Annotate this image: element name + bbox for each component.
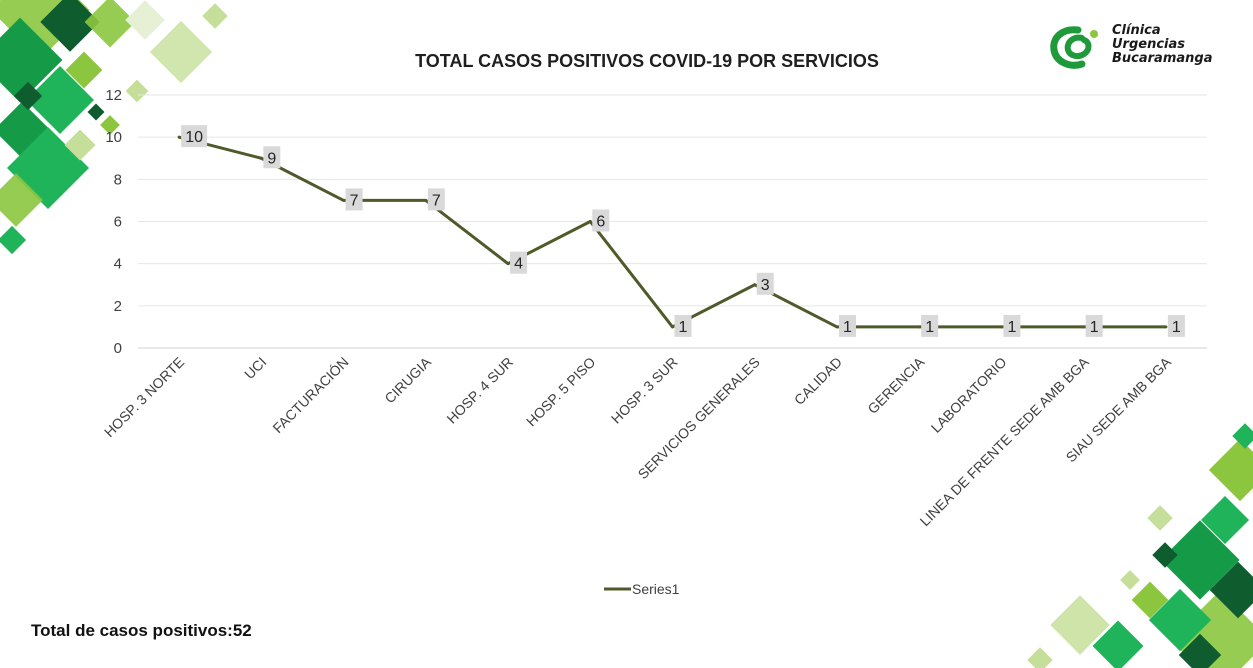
deco-diamond: [13, 81, 43, 111]
data-label: 7: [432, 192, 441, 209]
x-tick-label: FACTURACIÓN: [269, 354, 351, 436]
data-point: [259, 156, 263, 160]
x-tick-label: GERENCIA: [864, 353, 927, 416]
logo-mark-icon: [1050, 26, 1098, 69]
data-label: 3: [761, 277, 770, 294]
deco-diamond: [1209, 561, 1253, 619]
data-point: [342, 198, 346, 202]
data-point: [1082, 325, 1086, 329]
deco-diamond: [84, 0, 136, 48]
data-label-box: [181, 125, 208, 148]
data-label-box: [1003, 314, 1021, 337]
data-point: [917, 325, 921, 329]
y-tick-label: 4: [114, 256, 122, 273]
x-axis-categories: HOSP. 3 NORTE UCI FACTURACIÓN CIRUGIA HOSP. …: [101, 353, 1175, 529]
x-tick-label: HOSP. 5 PISO: [523, 354, 599, 430]
x-tick-label: CALIDAD: [791, 354, 845, 408]
data-point: [1164, 325, 1168, 329]
deco-diamond: [1178, 633, 1222, 668]
data-point: [177, 135, 181, 139]
data-point: [835, 325, 839, 329]
data-point: [506, 262, 510, 266]
x-tick-label: UCI: [241, 354, 269, 382]
data-label-box: [674, 314, 692, 337]
deco-diamond: [125, 79, 149, 103]
chart-grid: [138, 94, 1207, 349]
data-point: [424, 198, 428, 202]
logo-line-2: Urgencias: [1112, 37, 1186, 52]
data-label-box: [592, 209, 610, 232]
data-label-box: [345, 188, 363, 211]
y-tick-label: 6: [114, 214, 122, 231]
y-tick-label: 10: [105, 129, 122, 146]
data-label: 1: [679, 319, 688, 336]
total-positive-cases: Total de casos positivos:52: [31, 621, 252, 640]
chart-legend: Series1: [604, 581, 680, 597]
deco-diamond: [1160, 520, 1240, 600]
data-label: 4: [514, 256, 523, 273]
deco-diamond: [65, 51, 103, 89]
y-tick-label: 0: [114, 340, 122, 357]
data-label: 9: [267, 150, 276, 167]
deco-diamond: [1050, 595, 1110, 655]
x-tick-label: CIRUGIA: [381, 353, 434, 406]
x-tick-label: HOSP. 3 NORTE: [101, 354, 187, 440]
data-label-box: [756, 272, 774, 295]
deco-diamond: [1120, 570, 1140, 590]
logo-line-1: Clínica: [1112, 23, 1161, 38]
deco-diamond: [125, 0, 165, 40]
deco-diamond: [100, 115, 120, 135]
data-label: 1: [1007, 319, 1016, 336]
chart-title: TOTAL CASOS POSITIVOS COVID-19 POR SERVI…: [415, 51, 879, 71]
y-axis-ticks: 0 2 4 6 8 10 12: [105, 87, 122, 357]
deco-diamond: [1092, 620, 1144, 668]
deco-diamond: [64, 129, 96, 161]
data-label-box: [921, 314, 939, 337]
data-label-box: [427, 188, 445, 211]
data-label: 6: [596, 214, 605, 231]
deco-diamond: [87, 103, 105, 121]
data-point: [999, 325, 1003, 329]
clinic-logo: Clínica Urgencias Bucaramanga: [1040, 20, 1240, 80]
deco-diamond: [1131, 581, 1169, 619]
data-label: 1: [1090, 319, 1099, 336]
data-label: 1: [925, 319, 934, 336]
y-tick-label: 12: [105, 87, 122, 104]
data-label-box: [1085, 314, 1103, 337]
data-label-box: [510, 251, 528, 274]
data-label: 1: [1172, 319, 1181, 336]
y-tick-label: 2: [114, 298, 122, 315]
deco-diamond: [0, 173, 43, 227]
data-label-box: [263, 146, 281, 169]
logo-line-3: Bucaramanga: [1112, 51, 1213, 66]
series-line: [178, 135, 1166, 329]
data-point: [753, 283, 757, 287]
decoration-top-left: [0, 0, 228, 255]
data-point: [588, 220, 592, 223]
deco-diamond: [1148, 588, 1212, 652]
data-label-box: [838, 314, 856, 337]
legend-label: Series1: [632, 581, 680, 597]
x-tick-label: LABORATORIO: [928, 354, 1010, 436]
data-label: 7: [350, 192, 359, 209]
y-tick-label: 8: [114, 171, 122, 188]
x-tick-label: HOSP. 3 SUR: [608, 354, 681, 427]
x-tick-label: LINEA DE FRENTE SEDE AMB BGA: [917, 353, 1093, 529]
data-labels: 10 9 7 7 4 6 1 3 1 1 1 1 1: [181, 125, 1185, 337]
data-point: [671, 325, 674, 329]
series-layer: [177, 135, 1168, 329]
data-label-box: [1167, 314, 1185, 337]
deco-diamond: [0, 17, 63, 103]
x-tick-label: HOSP. 4 SUR: [443, 354, 516, 427]
data-label: 10: [185, 129, 203, 146]
data-label: 1: [843, 319, 852, 336]
logo-text: Clínica Urgencias Bucaramanga: [1112, 24, 1212, 66]
